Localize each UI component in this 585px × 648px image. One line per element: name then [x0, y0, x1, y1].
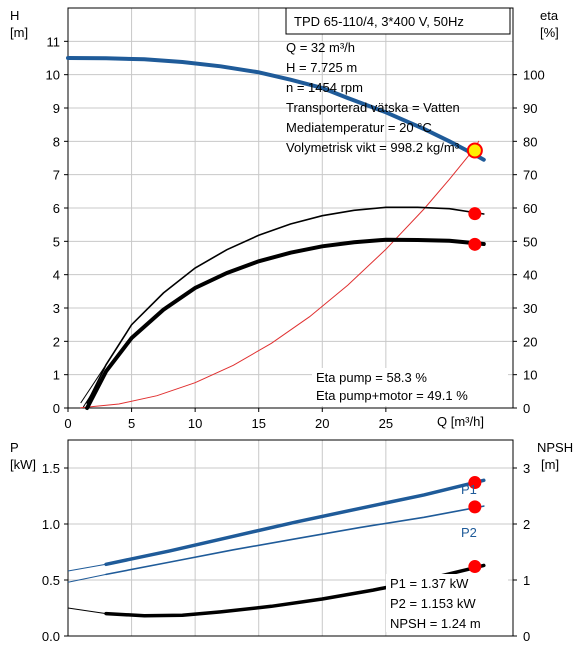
pump-head-curve — [66, 56, 486, 162]
x-tick-label: 10 — [188, 416, 202, 431]
eta-annotation-backdrop — [312, 368, 508, 406]
info-speed: n = 1454 rpm — [286, 80, 363, 95]
p2-curve — [105, 505, 485, 576]
y-right-tick-label: 90 — [523, 101, 537, 116]
right-axis-label-line2: [%] — [540, 25, 559, 40]
power-tick-label: 0.0 — [42, 629, 60, 644]
bottom-right-y-ticks: 0 1 2 3 — [513, 461, 530, 644]
p1-marker — [468, 476, 482, 490]
info-npsh: NPSH = 1.24 m — [390, 616, 481, 631]
top-right-y-ticks: 0 10 20 30 40 50 60 70 80 90 100 — [513, 68, 545, 416]
eta-pump-motor-annotation: Eta pump+motor = 49.1 % — [316, 388, 468, 403]
y-right-tick-label: 30 — [523, 301, 537, 316]
y-right-tick-label: 60 — [523, 201, 537, 216]
bottom-left-y-ticks: 0.0 0.5 1.0 1.5 — [42, 461, 68, 644]
p1-curve — [104, 478, 486, 567]
bottom-plot-frame — [67, 439, 514, 637]
npsh-tick-label: 2 — [523, 517, 530, 532]
power-tick-label: 0.5 — [42, 573, 60, 588]
npsh-marker — [468, 560, 482, 574]
x-tick-label: 5 — [128, 416, 135, 431]
npsh-axis-label-line1: NPSH — [537, 440, 573, 455]
y-left-tick-label: 8 — [53, 134, 60, 149]
eta-operating-marker — [468, 237, 482, 251]
series-label-p2: P2 — [461, 525, 477, 540]
power-axis-label-line2: [kW] — [10, 457, 36, 472]
y-right-tick-label: 20 — [523, 334, 537, 349]
title-box — [285, 7, 511, 35]
y-left-tick-label: 10 — [46, 68, 60, 83]
eta-motor-extension — [82, 371, 107, 408]
npsh-tick-label: 1 — [523, 573, 530, 588]
info-temperature: Mediatemperatur = 20 °C — [286, 120, 432, 135]
y-right-tick-label: 50 — [523, 234, 537, 249]
y-left-tick-label: 2 — [53, 334, 60, 349]
power-tick-label: 1.5 — [42, 461, 60, 476]
duty-point-marker — [466, 142, 483, 159]
head-efficiency-panel: TPD 65-110/4, 3*400 V, 50Hz H [m] eta [%… — [10, 7, 559, 431]
y-right-tick-label: 100 — [523, 68, 545, 83]
x-axis-label: Q [m³/h] — [437, 414, 484, 429]
eta-pump-extension — [80, 364, 107, 404]
left-axis-label-line2: [m] — [10, 25, 28, 40]
y-right-tick-label: 40 — [523, 268, 537, 283]
y-left-tick-label: 6 — [53, 201, 60, 216]
y-right-tick-label: 70 — [523, 168, 537, 183]
npsh-curve-extension — [67, 607, 107, 615]
y-left-tick-label: 4 — [53, 268, 60, 283]
info-flow: Q = 32 m³/h — [286, 40, 355, 55]
y-right-tick-label: 80 — [523, 134, 537, 149]
y-left-tick-label: 0 — [53, 401, 60, 416]
eta-pump-curve — [86, 206, 485, 404]
info-p1: P1 = 1.37 kW — [390, 576, 469, 591]
y-right-tick-label: 10 — [523, 368, 537, 383]
y-left-tick-label: 11 — [47, 34, 61, 49]
y-left-tick-label: 1 — [53, 368, 60, 383]
x-tick-label: 0 — [64, 416, 71, 431]
chart-title: TPD 65-110/4, 3*400 V, 50Hz — [294, 14, 464, 29]
p2-marker — [468, 500, 482, 514]
left-axis-label-line1: H — [10, 8, 19, 23]
y-left-tick-label: 3 — [53, 301, 60, 316]
info-p2: P2 = 1.153 kW — [390, 596, 476, 611]
y-left-tick-label: 5 — [53, 234, 60, 249]
y-left-tick-label: 7 — [53, 168, 60, 183]
power-npsh-panel: P [kW] NPSH [m] 0.0 0.5 1.0 1.5 0 1 2 3 P1 P2 … — [10, 439, 573, 644]
x-tick-label: 20 — [315, 416, 329, 431]
npsh-axis-label-line2: [m] — [541, 457, 559, 472]
operating-info: Q = 32 m³/h H = 7.725 m n = 1454 rpm Tra… — [286, 40, 460, 155]
series-label-p1: P1 — [461, 482, 477, 497]
y-left-tick-label: 9 — [53, 101, 60, 116]
npsh-tick-label: 0 — [523, 629, 530, 644]
top-x-ticks: 0 5 10 15 20 25 — [64, 408, 393, 431]
system-curve — [80, 140, 480, 409]
p2-curve-extension — [67, 573, 107, 583]
info-head: H = 7.725 m — [286, 60, 357, 75]
power-annotation-backdrop — [386, 574, 508, 632]
x-tick-label: 15 — [251, 416, 265, 431]
right-axis-label-line1: eta — [540, 8, 559, 23]
npsh-curve — [104, 563, 486, 618]
npsh-tick-label: 3 — [523, 461, 530, 476]
top-left-y-ticks: 0 1 2 3 4 5 6 7 8 9 10 11 — [46, 34, 68, 416]
info-density: Volymetrisk vikt = 998.2 kg/m³ — [286, 140, 460, 155]
info-liquid: Transporterad vätska = Vatten — [286, 100, 460, 115]
eta-pump-motor-curve — [85, 237, 486, 410]
p1-curve-extension — [67, 563, 107, 572]
power-axis-label-line1: P — [10, 440, 19, 455]
x-tick-label: 25 — [379, 416, 393, 431]
bottom-series — [67, 476, 486, 618]
y-right-tick-label: 0 — [523, 401, 530, 416]
eta-operating-marker — [468, 207, 482, 221]
eta-pump-annotation: Eta pump = 58.3 % — [316, 370, 427, 385]
power-tick-label: 1.0 — [42, 517, 60, 532]
top-series — [66, 56, 486, 410]
